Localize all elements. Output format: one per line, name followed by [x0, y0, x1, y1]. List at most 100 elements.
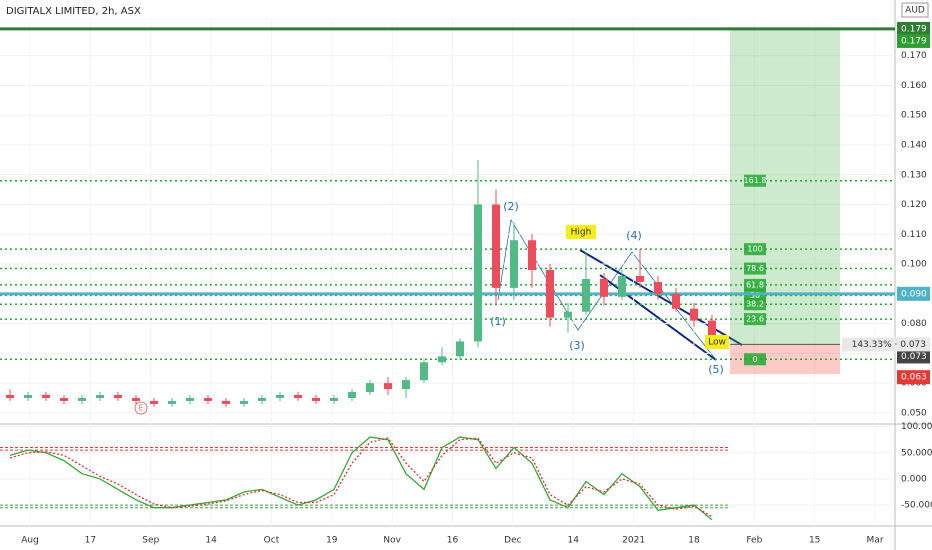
wave-label: (4) [626, 229, 642, 242]
fib-label: 161.8 [744, 176, 767, 185]
wave-label: (1) [490, 315, 506, 328]
candle-body [708, 320, 716, 345]
x-tick-label: 14 [205, 536, 217, 546]
fib-label-box [744, 353, 766, 366]
osc-tick-label: 100.000 [901, 422, 932, 432]
candle-body [204, 397, 212, 401]
candle-body [276, 395, 284, 398]
earnings-label: E [138, 404, 143, 413]
y-tick-label: 0.130 [901, 170, 927, 180]
fib-label: 100 [747, 245, 762, 254]
fib-label-box [744, 298, 766, 311]
x-tick-label: Sep [142, 536, 159, 546]
y-tick-label: 0.140 [901, 141, 927, 151]
entry-price-label-box [897, 349, 930, 364]
candle-body [24, 395, 32, 398]
x-tick-label: Oct [264, 536, 280, 546]
x-tick-label: 15 [809, 536, 820, 546]
candle-body [294, 395, 302, 398]
candle-body [510, 240, 518, 288]
low-box [705, 335, 729, 349]
low-label: Low [708, 338, 726, 348]
candle-body [366, 383, 374, 393]
candle-body [582, 278, 590, 312]
x-tick-label: Nov [383, 536, 401, 546]
candle-body [456, 341, 464, 357]
target-price-label: 0.179 [901, 24, 927, 34]
candle-body [78, 397, 86, 401]
candle-body [492, 204, 500, 288]
candle-body [222, 400, 230, 404]
fib-label: 61.8 [746, 280, 764, 289]
candle-body [438, 356, 446, 363]
osc-tick-label: 0.000 [901, 474, 927, 484]
stop-price-label-box [897, 370, 930, 385]
target-repeat-label-box [897, 33, 930, 48]
candle-body [42, 395, 50, 398]
fib-label: 23.6 [746, 315, 764, 324]
high-label: High [571, 228, 592, 238]
y-tick-label: 0.100 [901, 260, 927, 270]
candle-body [618, 275, 626, 297]
candle-body [600, 278, 608, 297]
x-tick-label: Mar [867, 536, 884, 546]
candle-body [654, 281, 662, 294]
x-tick-label: 19 [326, 536, 338, 546]
candle-body [636, 275, 644, 282]
stop-price-label: 0.063 [901, 373, 927, 383]
fib-label: 38.2 [746, 300, 764, 309]
x-tick-label: 17 [85, 536, 96, 546]
candle-body [564, 311, 572, 318]
candle-body [150, 400, 158, 404]
target-repeat-label: 0.179 [901, 36, 927, 46]
support-price-box [897, 286, 930, 301]
candle-body [330, 397, 338, 401]
candle-body [546, 270, 554, 318]
candle-body [402, 380, 410, 390]
x-tick-label: 14 [568, 536, 580, 546]
currency: AUD [905, 6, 925, 16]
candle-body [186, 397, 194, 401]
high-box [566, 225, 596, 239]
y-tick-label: 0.150 [901, 111, 927, 121]
entry-price-label: 0.073 [901, 352, 927, 362]
fib-label-box [744, 174, 766, 187]
candle-body [348, 392, 356, 398]
fib-label-box [744, 243, 766, 256]
candle-body [528, 240, 536, 271]
y-tick-label: 0.080 [901, 319, 927, 329]
entry-note: 143.33% · 0.073 [852, 340, 926, 350]
candle-body [6, 395, 14, 398]
osc-tick-label: 50.000 [901, 448, 932, 458]
candle-body [168, 400, 176, 404]
fib-label-box [744, 262, 766, 275]
target-price-label-box [897, 21, 930, 36]
fib-label-box [744, 278, 766, 291]
candle-body [420, 362, 428, 381]
y-tick-label: 0.050 [901, 408, 927, 418]
x-tick-label: 16 [447, 536, 459, 546]
osc-tick-label: -50.000 [901, 501, 932, 511]
fib-label: 0 [752, 355, 757, 364]
candle-body [96, 395, 104, 398]
fib-label-box [744, 313, 766, 326]
y-tick-label: 0.160 [901, 81, 927, 91]
candle-body [672, 293, 680, 309]
entry-note-box [842, 337, 930, 352]
chart-title: DIGITALX LIMITED, 2h, ASX [6, 6, 141, 17]
candle-body [258, 397, 266, 401]
candle-body [132, 397, 140, 401]
fib-label: 78.6 [746, 264, 764, 273]
x-tick-label: Feb [746, 536, 762, 546]
y-tick-label: 0.170 [901, 51, 927, 61]
wave-label: (2) [503, 200, 519, 213]
candle-body [312, 397, 320, 401]
x-tick-label: 2021 [622, 536, 645, 546]
candle-body [240, 400, 248, 404]
x-tick-label: 18 [688, 536, 700, 546]
candle-body [690, 308, 698, 321]
candle-body [60, 397, 68, 401]
wave-label: (5) [708, 363, 724, 376]
